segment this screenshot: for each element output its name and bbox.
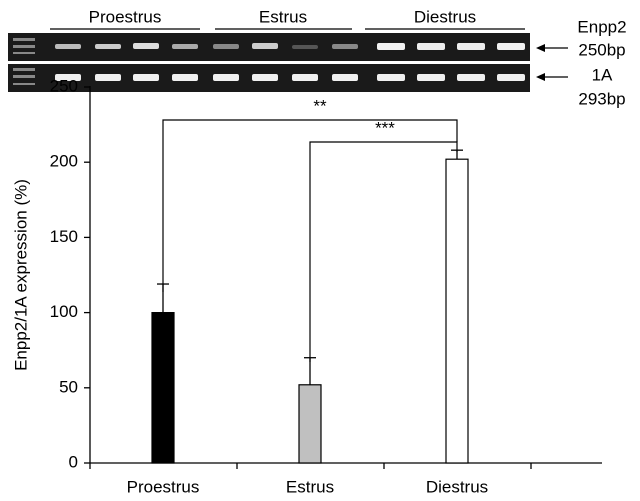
gel-group-label: Estrus: [259, 7, 307, 26]
x-tick-label: Estrus: [286, 477, 334, 496]
gel-group-label: Diestrus: [414, 7, 476, 26]
bar: [152, 313, 174, 463]
x-tick-label: Proestrus: [127, 477, 200, 496]
band-label: Enpp2: [577, 17, 626, 36]
significance-label: ***: [375, 118, 395, 137]
gel-image: Proestrus Estrus Diestrus Enpp2 250bp 1A…: [8, 7, 627, 108]
y-tick-label: 250: [50, 76, 78, 95]
x-tick-label: Diestrus: [426, 477, 488, 496]
significance-bracket: [310, 142, 457, 362]
y-tick-label: 100: [50, 302, 78, 321]
arrows: [536, 44, 568, 81]
y-tick-label: 200: [50, 152, 78, 171]
band-label: 293bp: [578, 89, 625, 108]
band-label: 1A: [592, 65, 613, 84]
significance-label: **: [313, 96, 327, 115]
y-axis-label: Enpp2/1A expression (%): [11, 179, 30, 371]
band-label: 250bp: [578, 40, 625, 59]
figure: Proestrus Estrus Diestrus Enpp2 250bp 1A…: [0, 0, 640, 501]
y-tick-label: 150: [50, 227, 78, 246]
y-tick-label: 0: [69, 452, 78, 471]
ladder: [13, 38, 35, 85]
gel-group-label: Proestrus: [89, 7, 162, 26]
bar: [299, 385, 321, 463]
bar: [446, 159, 468, 463]
y-tick-label: 50: [59, 377, 78, 396]
